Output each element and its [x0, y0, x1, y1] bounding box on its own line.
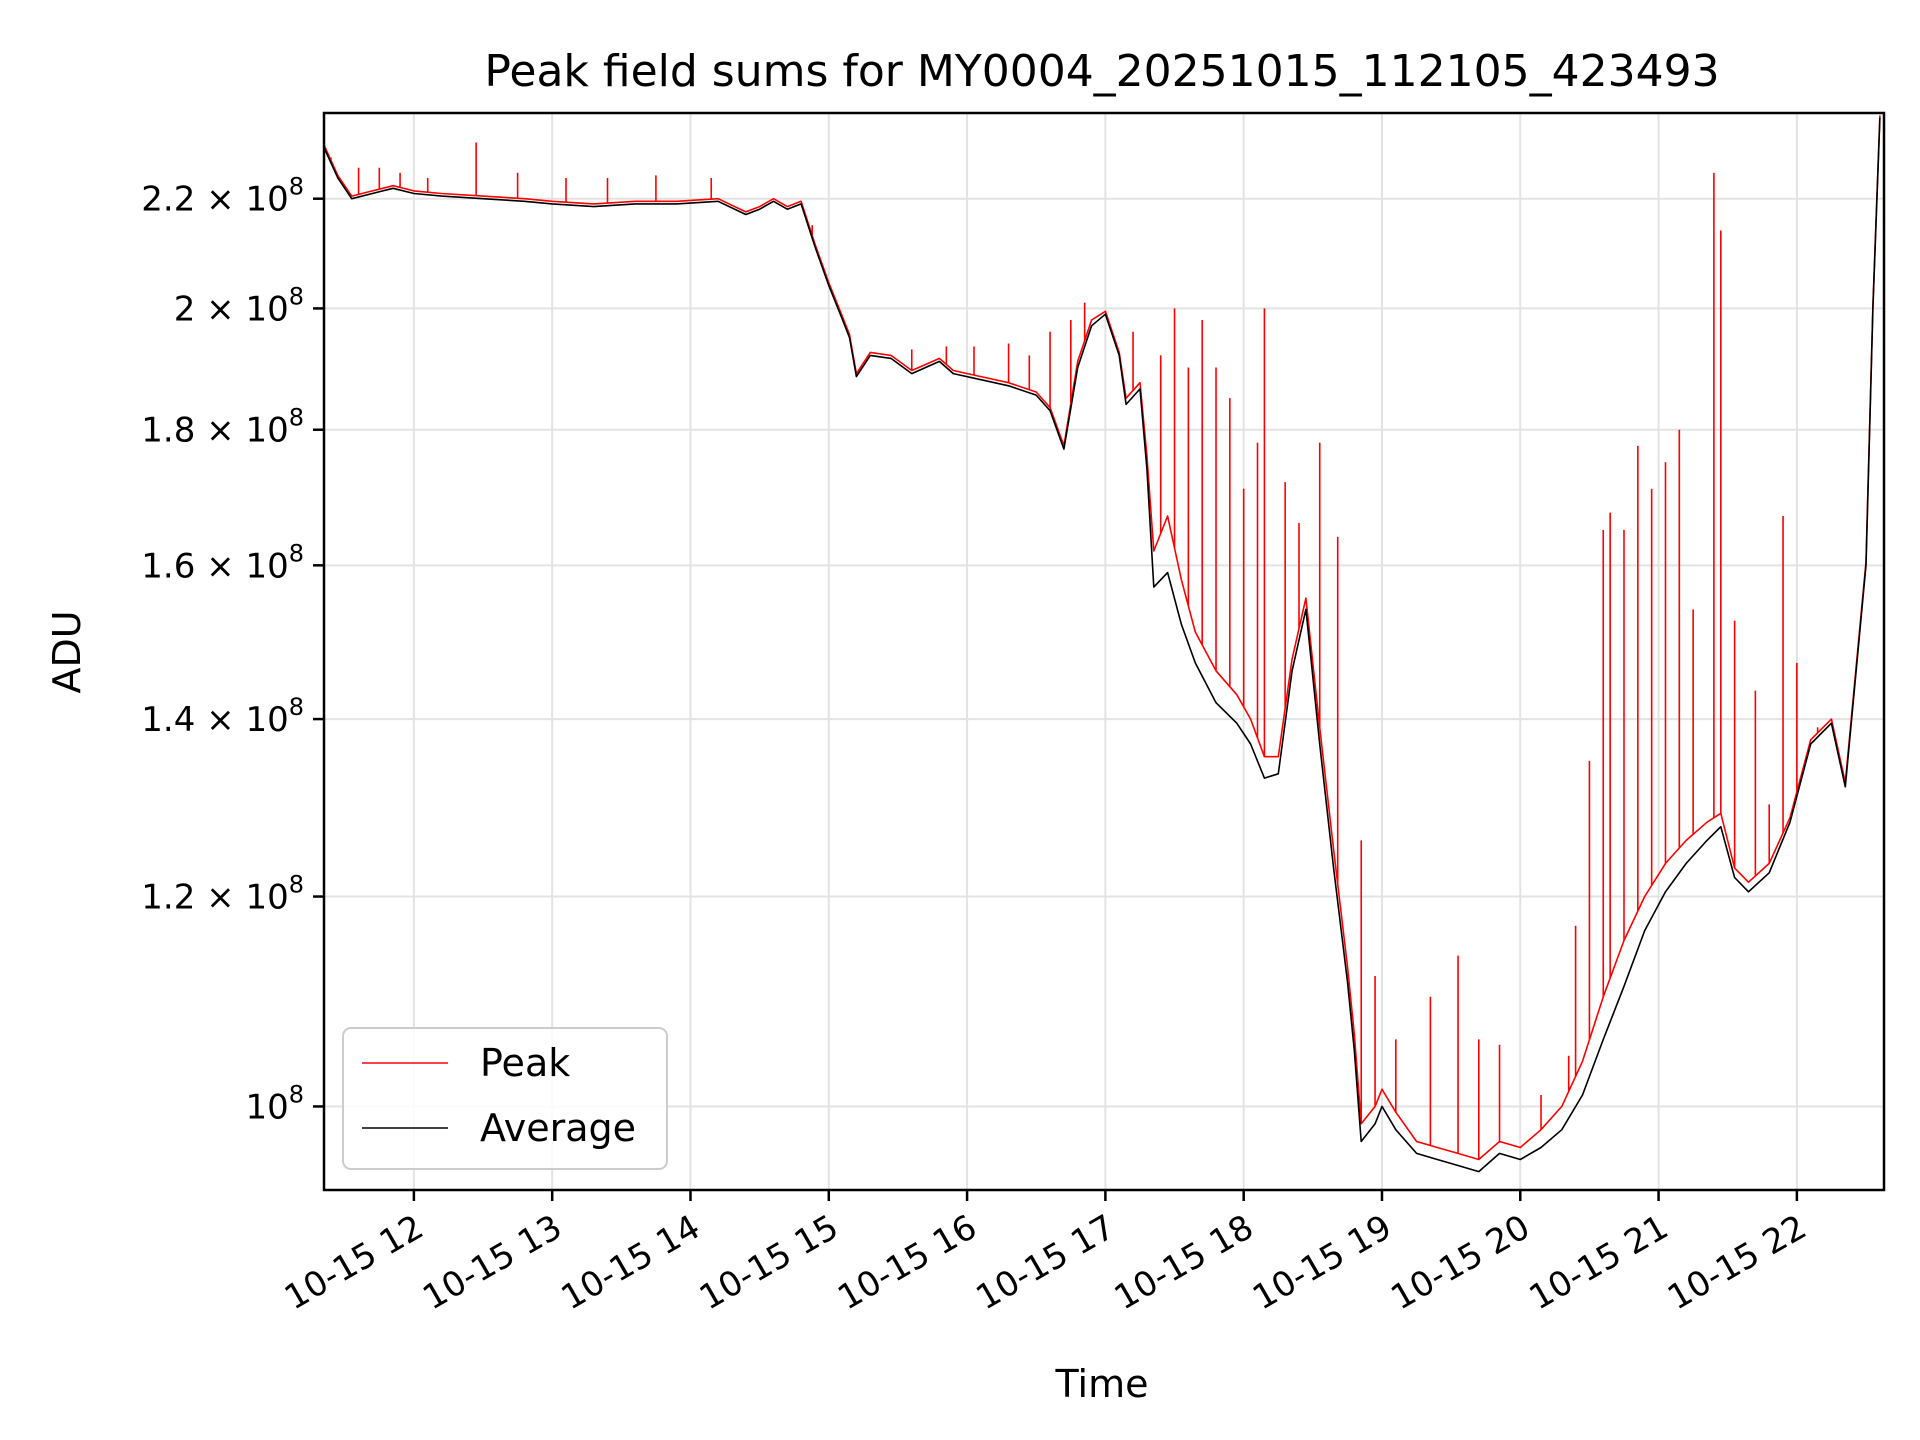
y-tick-label: 1.6 × 108 [141, 539, 304, 586]
y-tick-label: 1.4 × 108 [141, 693, 304, 740]
y-axis-label: ADU [45, 610, 89, 693]
chart-title: Peak field sums for MY0004_20251015_1121… [484, 46, 1719, 97]
series-layer [323, 115, 1881, 1173]
y-tick-label: 2 × 108 [174, 282, 304, 329]
y-tick-label: 108 [245, 1080, 304, 1127]
legend: Peak Average [342, 1027, 668, 1170]
legend-label-peak: Peak [480, 1041, 570, 1085]
plot-frame [322, 111, 1886, 1192]
average-series-line [323, 117, 1881, 1173]
y-tick-label: 1.2 × 108 [141, 871, 304, 918]
y-tick-label: 1.8 × 108 [141, 404, 304, 451]
y-tick-label: 2.2 × 108 [141, 173, 304, 220]
y-axis: 108 1.2 × 108 1.4 × 108 1.6 × 108 1.8 × 108 2… [141, 173, 324, 1127]
grid [324, 113, 1884, 1190]
peak-series-line [323, 115, 1881, 1161]
legend-label-average: Average [480, 1106, 636, 1150]
x-axis-label: Time [1055, 1362, 1149, 1406]
